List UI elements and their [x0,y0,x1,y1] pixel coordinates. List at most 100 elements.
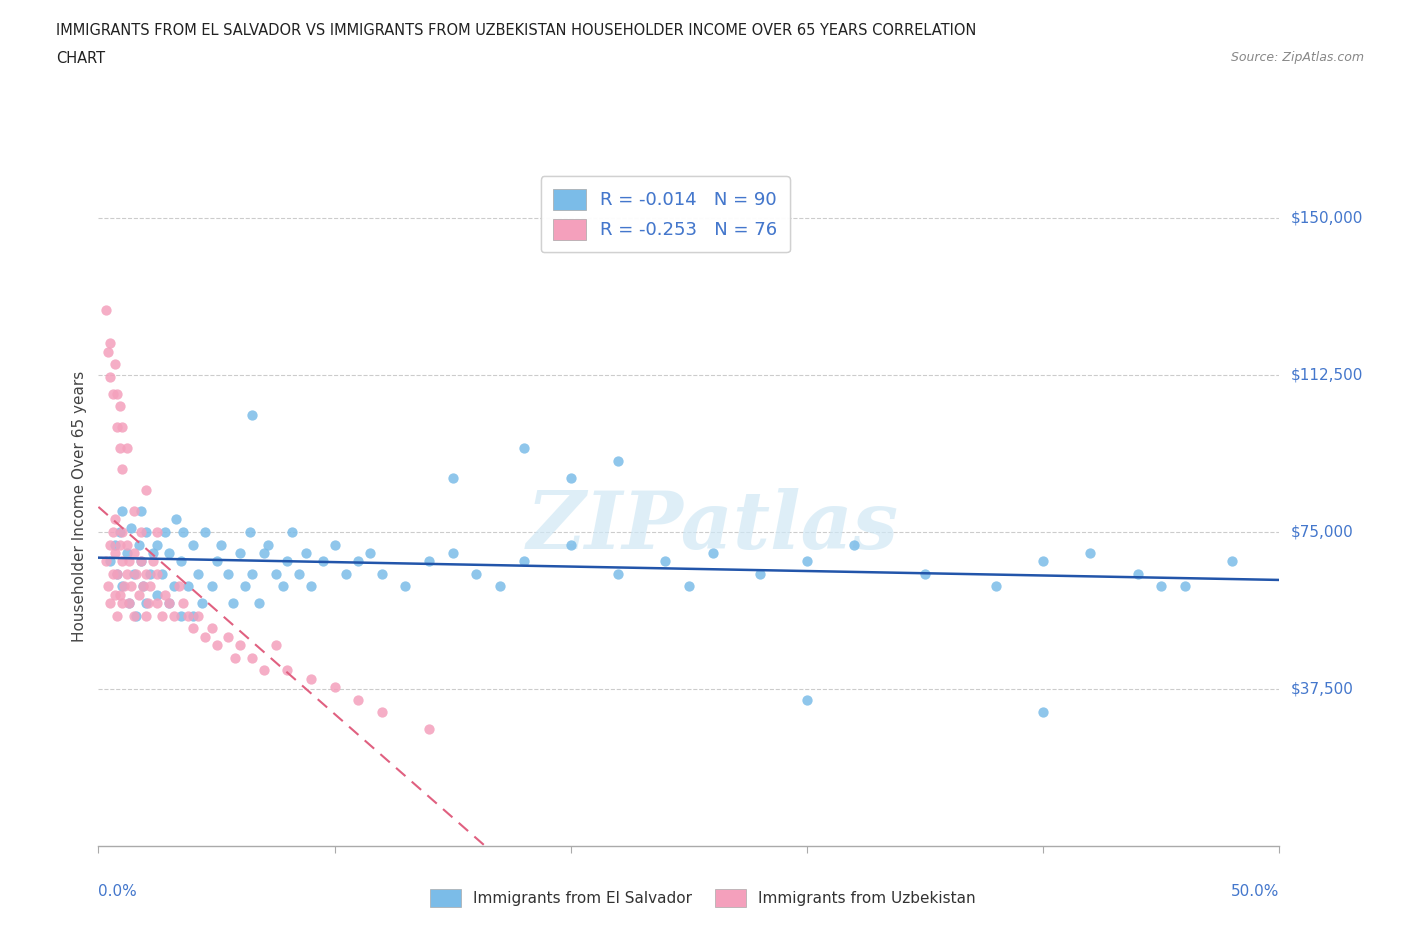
Point [163,579,186,594]
Point [112,579,135,594]
Point [118,596,141,611]
Point [205,554,228,569]
Point [239,525,262,539]
Point [146,596,169,611]
Point [347,554,370,569]
Point [194,630,217,644]
Point [98,369,121,384]
Point [104,538,127,552]
Point [914,566,936,581]
Point [271,579,294,594]
Point [105,608,128,623]
Point [984,579,1007,594]
Point [97,344,120,359]
Point [187,566,209,581]
Point [111,554,134,569]
Point [177,608,200,623]
Point [264,566,287,581]
Point [135,596,157,611]
Point [1126,566,1149,581]
Point [150,608,173,623]
Point [276,554,298,569]
Point [111,596,134,611]
Point [121,579,143,594]
Point [181,538,204,552]
Text: $75,000: $75,000 [1291,525,1354,539]
Point [299,579,322,594]
Point [371,705,394,720]
Point [607,453,630,468]
Point [105,419,128,434]
Point [240,407,263,422]
Y-axis label: Householder Income Over 65 years: Householder Income Over 65 years [72,371,87,643]
Text: IMMIGRANTS FROM EL SALVADOR VS IMMIGRANTS FROM UZBEKISTAN HOUSEHOLDER INCOME OVE: IMMIGRANTS FROM EL SALVADOR VS IMMIGRANT… [56,23,977,38]
Point [157,596,180,611]
Point [115,566,138,581]
Point [142,546,165,561]
Point [253,546,276,561]
Point [122,546,145,561]
Point [98,554,121,569]
Point [512,441,534,456]
Point [240,566,263,581]
Point [165,512,187,527]
Point [224,650,246,665]
Point [111,461,134,476]
Point [128,538,150,552]
Point [121,521,143,536]
Point [101,566,124,581]
Point [98,538,121,552]
Point [257,538,280,552]
Point [1032,554,1054,569]
Point [146,538,169,552]
Point [108,525,131,539]
Point [135,525,157,539]
Point [136,596,159,611]
Point [146,566,169,581]
Point [312,554,335,569]
Point [125,608,148,623]
Point [111,579,134,594]
Point [105,386,128,401]
Point [118,554,141,569]
Point [299,671,322,686]
Point [94,302,117,317]
Point [142,554,165,569]
Point [111,504,134,519]
Point [170,554,193,569]
Point [240,650,263,665]
Point [129,504,152,519]
Point [489,579,512,594]
Point [98,596,121,611]
Point [104,546,127,561]
Point [187,608,209,623]
Point [122,608,145,623]
Text: CHART: CHART [56,51,105,66]
Point [101,386,124,401]
Point [104,588,127,603]
Point [97,579,120,594]
Point [323,538,346,552]
Point [264,638,287,653]
Point [94,554,117,569]
Point [172,596,194,611]
Point [247,596,270,611]
Point [441,470,464,485]
Point [132,579,155,594]
Point [157,546,180,561]
Point [146,525,169,539]
Point [163,608,186,623]
Point [177,579,200,594]
Point [108,399,131,414]
Point [418,722,440,737]
Point [191,596,214,611]
Point [796,554,818,569]
Point [209,538,232,552]
Point [135,608,157,623]
Point [253,663,276,678]
Point [157,596,180,611]
Point [201,579,224,594]
Point [167,579,190,594]
Point [560,470,582,485]
Text: $112,500: $112,500 [1291,367,1362,382]
